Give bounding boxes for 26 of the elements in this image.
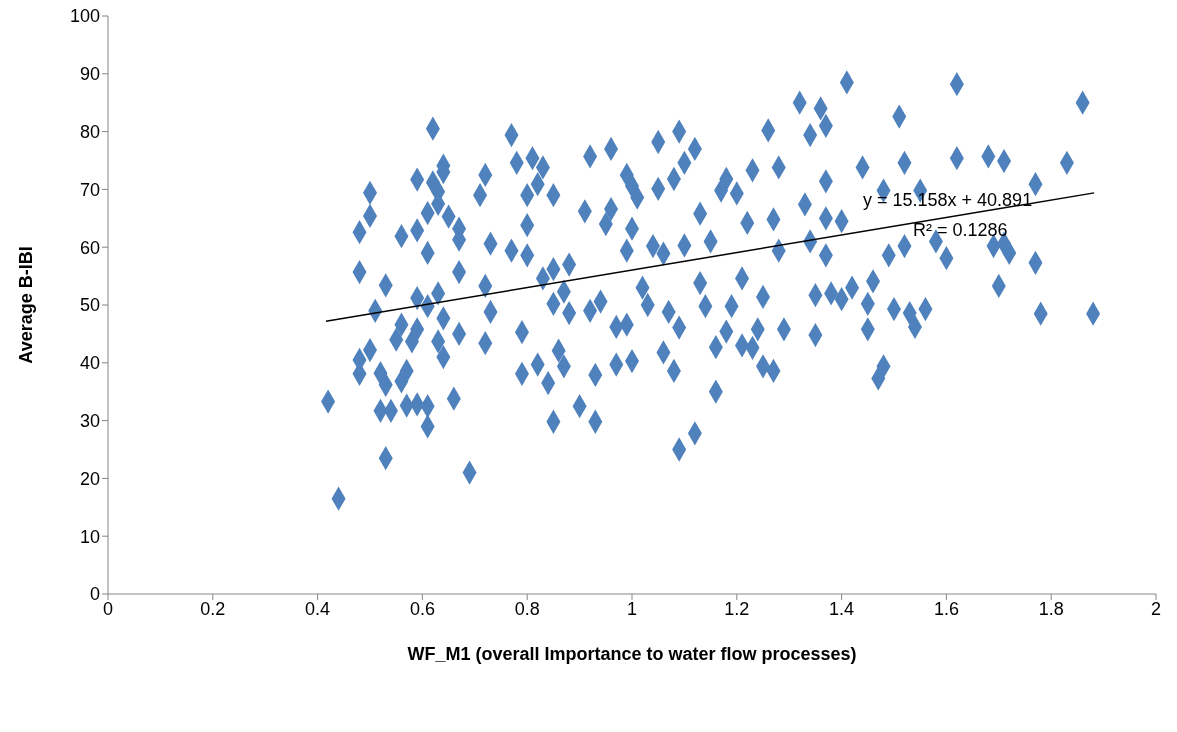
x-tick-label: 1.8 [1038, 598, 1064, 619]
x-tick-label: 1.2 [724, 598, 750, 619]
x-tick-label: 1.4 [829, 598, 855, 619]
y-tick-label: 20 [79, 468, 100, 489]
x-tick-label: 1.6 [933, 598, 959, 619]
annotation: y = 15.158x + 40.891 [863, 190, 1033, 211]
y-tick-label: 90 [79, 64, 100, 85]
y-tick-label: 10 [79, 526, 100, 547]
x-tick-label: 0.6 [409, 598, 435, 619]
y-tick-label: 30 [79, 410, 100, 431]
y-tick-label: 40 [79, 353, 100, 374]
x-axis-title: WF_M1 (overall Importance to water flow processes) [407, 644, 857, 664]
y-tick-label: 60 [79, 237, 100, 258]
y-axis-title: Average B-IBI [16, 246, 37, 364]
y-tick-label: 100 [69, 6, 100, 27]
y-tick-label: 0 [89, 584, 100, 605]
x-tick-label: 2 [1150, 598, 1162, 619]
annotation: R² = 0.1286 [913, 220, 1008, 241]
y-tick-label: 70 [79, 179, 100, 200]
y-tick-label: 50 [79, 295, 100, 316]
y-tick-label: 80 [79, 121, 100, 142]
x-tick-label: 0.8 [514, 598, 540, 619]
x-tick-label: 0.2 [200, 598, 226, 619]
x-tick-label: 1 [626, 598, 638, 619]
x-tick-label: 0.4 [305, 598, 331, 619]
x-tick-label: 0 [102, 598, 114, 619]
